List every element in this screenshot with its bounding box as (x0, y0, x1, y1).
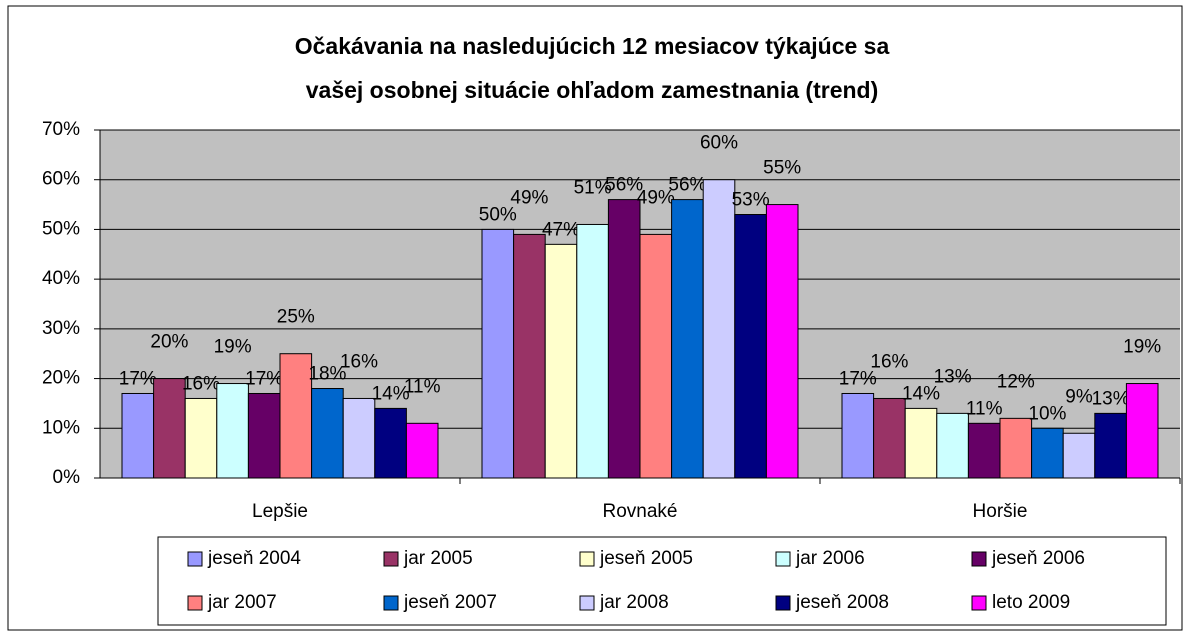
legend-label: jar 2005 (403, 548, 473, 569)
data-label: 53% (732, 190, 770, 211)
legend-label: jeseň 2006 (991, 548, 1085, 569)
bar (121, 392, 155, 479)
legend-label: jeseň 2008 (795, 592, 889, 613)
data-label: 17% (245, 369, 283, 390)
bar (702, 179, 736, 479)
bar (184, 397, 218, 479)
legend-label: jeseň 2005 (599, 548, 693, 569)
data-label: 60% (700, 133, 738, 154)
data-label: 20% (150, 332, 188, 353)
y-tick-label: 50% (42, 218, 80, 239)
data-label: 47% (542, 219, 580, 240)
data-label: 19% (1123, 337, 1161, 358)
bar (841, 392, 875, 479)
bar (1094, 412, 1127, 479)
legend-swatch (383, 551, 399, 567)
bar (999, 417, 1033, 479)
data-label: 56% (605, 175, 643, 196)
data-label: 16% (182, 373, 220, 394)
data-label: 10% (1028, 403, 1066, 424)
data-label: 14% (372, 383, 410, 404)
bar (216, 383, 249, 479)
bar (765, 204, 799, 479)
bar (576, 223, 609, 479)
bar (639, 233, 673, 479)
y-tick-label: 10% (42, 417, 80, 438)
bar (342, 397, 376, 479)
y-tick-label: 40% (42, 268, 80, 289)
legend-swatch (971, 551, 987, 567)
legend-label: jar 2008 (599, 592, 669, 613)
x-tick-label: Lepšie (252, 501, 308, 522)
bar (513, 233, 546, 479)
y-tick-label: 30% (42, 318, 80, 339)
bar (671, 199, 704, 479)
legend-swatch (775, 551, 791, 567)
legend-label: leto 2009 (992, 592, 1070, 613)
x-tick-label: Rovnaké (603, 501, 678, 522)
bar (311, 388, 344, 479)
legend-swatch (579, 595, 595, 611)
data-label: 14% (902, 383, 940, 404)
bar (279, 353, 313, 479)
legend-swatch (187, 595, 203, 611)
data-label: 17% (839, 369, 877, 390)
legend-label: jar 2006 (795, 548, 865, 569)
bar (936, 412, 969, 479)
data-label: 9% (1065, 386, 1093, 407)
legend-swatch (383, 595, 399, 611)
data-label: 49% (637, 187, 675, 208)
bar (1125, 383, 1159, 479)
data-label: 16% (870, 351, 908, 372)
data-label: 51% (574, 177, 612, 198)
legend-swatch (187, 551, 203, 567)
chart-title: Očakávania na nasledujúcich 12 mesiacov … (295, 33, 890, 59)
y-tick-label: 70% (42, 119, 80, 140)
data-label: 19% (214, 337, 252, 358)
bar (873, 397, 906, 479)
legend-label: jeseň 2007 (403, 592, 497, 613)
bar (405, 422, 439, 479)
data-label: 11% (404, 376, 441, 397)
data-label: 18% (308, 364, 346, 385)
bar (967, 422, 1001, 479)
data-label: 11% (966, 398, 1003, 419)
data-label: 16% (340, 351, 378, 372)
data-label: 50% (479, 204, 517, 225)
y-tick-label: 60% (42, 169, 80, 190)
bar (481, 228, 515, 479)
legend-swatch (971, 595, 987, 611)
data-label: 13% (1092, 388, 1130, 409)
legend-label: jeseň 2004 (207, 548, 301, 569)
bar (734, 214, 767, 479)
bar (247, 392, 281, 479)
bar (544, 243, 578, 479)
bar (153, 378, 186, 479)
y-tick-label: 20% (42, 368, 80, 389)
data-label: 25% (277, 307, 315, 328)
legend-swatch (579, 551, 595, 567)
legend-box (157, 536, 1167, 626)
bar (607, 199, 641, 479)
bar (1062, 432, 1096, 479)
data-label: 12% (997, 371, 1035, 392)
x-tick-label: Horšie (973, 501, 1028, 522)
legend-swatch (775, 595, 791, 611)
chart-title: vašej osobnej situácie ohľadom zamestnan… (306, 77, 879, 103)
data-label: 17% (119, 369, 157, 390)
bar (374, 407, 407, 479)
data-label: 13% (934, 366, 972, 387)
data-label: 55% (763, 158, 801, 179)
data-label: 56% (668, 175, 706, 196)
bar (904, 407, 938, 479)
y-tick-label: 0% (53, 467, 81, 488)
legend-label: jar 2007 (207, 592, 277, 613)
data-label: 49% (510, 187, 548, 208)
bar (1031, 427, 1064, 479)
